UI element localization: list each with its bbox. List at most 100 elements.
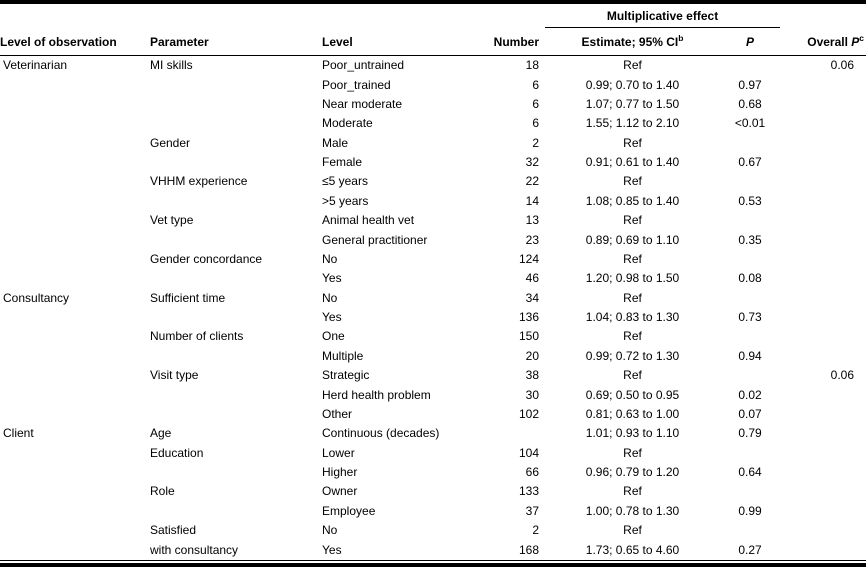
cell-parameter: VHHM experience <box>150 174 248 189</box>
cell-number: 46 <box>525 271 539 286</box>
cell-p <box>720 366 780 385</box>
cell-parameter: Vet type <box>150 213 194 228</box>
cell-parameter: Number of clients <box>150 329 244 344</box>
cell-number: 30 <box>525 387 539 402</box>
cell-overall-p <box>780 269 866 288</box>
table-row: >5 years 14 1.08; 0.85 to 1.40 0.53 <box>0 192 866 211</box>
cell-parameter <box>150 502 322 521</box>
spanner-row: Multiplicative effect <box>0 4 866 28</box>
cell-level: Female <box>322 155 363 170</box>
cell-parameter <box>150 95 322 114</box>
col-header-number: Number <box>485 27 545 56</box>
cell-parameter: Education <box>150 445 204 460</box>
cell-estimate: Ref <box>623 523 642 538</box>
cell-parameter <box>150 269 322 288</box>
cell-level-of-observation <box>0 269 150 288</box>
cell-number: 6 <box>532 77 539 92</box>
cell-level: Employee <box>322 503 376 518</box>
cell-estimate: Ref <box>623 445 642 460</box>
cell-level: No <box>322 290 338 305</box>
cell-estimate: 1.04; 0.83 to 1.30 <box>585 310 680 325</box>
cell-number: 20 <box>525 348 539 363</box>
cell-estimate: 0.91; 0.61 to 1.40 <box>585 155 680 170</box>
table-row: General practitioner 23 0.89; 0.69 to 1.10… <box>0 230 866 249</box>
table-row: Yes 136 1.04; 0.83 to 1.30 0.73 <box>0 308 866 327</box>
cell-overall-p <box>780 482 866 501</box>
cell-p <box>720 134 780 153</box>
cell-p <box>720 289 780 308</box>
cell-number <box>485 424 545 443</box>
cell-level: No <box>322 523 338 538</box>
cell-p: 0.08 <box>738 271 762 286</box>
cell-level-of-observation <box>0 192 150 211</box>
cell-overall-p <box>780 211 866 230</box>
col-header-level: Level <box>322 27 485 56</box>
overall-header-superscript: c <box>859 33 865 43</box>
header-row: Level of observation Parameter Level Num… <box>0 27 866 56</box>
cell-overall-p <box>780 521 866 540</box>
cell-number: 124 <box>518 251 539 266</box>
cell-p <box>720 56 780 76</box>
cell-p <box>720 444 780 463</box>
cell-estimate: Ref <box>623 329 642 344</box>
cell-level: Multiple <box>322 348 364 363</box>
cell-overall-p <box>780 308 866 327</box>
cell-parameter <box>150 75 322 94</box>
cell-level: Continuous (decades) <box>322 426 440 441</box>
cell-level-of-observation <box>0 75 150 94</box>
cell-p <box>720 482 780 501</box>
cell-level: No <box>322 251 338 266</box>
table-row: Veterinarian MI skills Poor_untrained 18 Ref… <box>0 56 866 76</box>
cell-overall-p <box>780 289 866 308</box>
cell-level: Higher <box>322 465 358 480</box>
cell-overall-p <box>780 347 866 366</box>
spanner-spacer-left <box>0 4 545 28</box>
cell-level-of-observation <box>0 134 150 153</box>
overall-header-label: Overall <box>807 35 852 49</box>
col-header-parameter: Parameter <box>150 27 322 56</box>
table-row: VHHM experience ≤5 years 22 Ref <box>0 172 866 191</box>
cell-level-of-observation <box>0 502 150 521</box>
cell-parameter <box>150 347 322 366</box>
cell-overall-p <box>780 327 866 346</box>
table-row: Near moderate 6 1.07; 0.77 to 1.50 0.68 <box>0 95 866 114</box>
col-header-overall-p: Overall Pc <box>780 27 866 56</box>
cell-p <box>720 327 780 346</box>
cell-number: 6 <box>532 96 539 111</box>
cell-number: 38 <box>525 368 539 383</box>
cell-level-of-observation <box>0 114 150 133</box>
cell-level: General practitioner <box>322 232 428 247</box>
table-body: Veterinarian MI skills Poor_untrained 18 Ref… <box>0 56 866 561</box>
cell-level-of-observation <box>0 250 150 269</box>
cell-p: 0.94 <box>738 348 762 363</box>
table-row: Gender Male 2 Ref <box>0 134 866 153</box>
table-row: Yes 46 1.20; 0.98 to 1.50 0.08 <box>0 269 866 288</box>
cell-overall-p <box>780 230 866 249</box>
table-row: Moderate 6 1.55; 1.12 to 2.10 <0.01 <box>0 114 866 133</box>
cell-level-of-observation <box>0 153 150 172</box>
cell-overall-p <box>780 424 866 443</box>
cell-level: Moderate <box>322 116 373 131</box>
cell-estimate: Ref <box>623 251 642 266</box>
cell-overall-p <box>780 153 866 172</box>
cell-p: 0.07 <box>738 406 762 421</box>
cell-level: Male <box>322 135 349 150</box>
table-row: Education Lower 104 Ref <box>0 444 866 463</box>
cell-number: 168 <box>518 542 539 557</box>
cell-number: 150 <box>518 329 539 344</box>
cell-parameter <box>150 153 322 172</box>
cell-overall-p <box>780 75 866 94</box>
cell-p <box>720 250 780 269</box>
cell-number: 66 <box>525 465 539 480</box>
cell-level-of-observation <box>0 405 150 424</box>
cell-overall-p <box>780 405 866 424</box>
cell-parameter: MI skills <box>150 58 193 73</box>
cell-estimate: Ref <box>623 213 642 228</box>
cell-p: 0.53 <box>738 193 762 208</box>
table-row: with consultancy Yes 168 1.73; 0.65 to 4.60… <box>0 540 866 560</box>
cell-parameter <box>150 385 322 404</box>
cell-p: 0.97 <box>738 77 762 92</box>
cell-number: 13 <box>525 213 539 228</box>
